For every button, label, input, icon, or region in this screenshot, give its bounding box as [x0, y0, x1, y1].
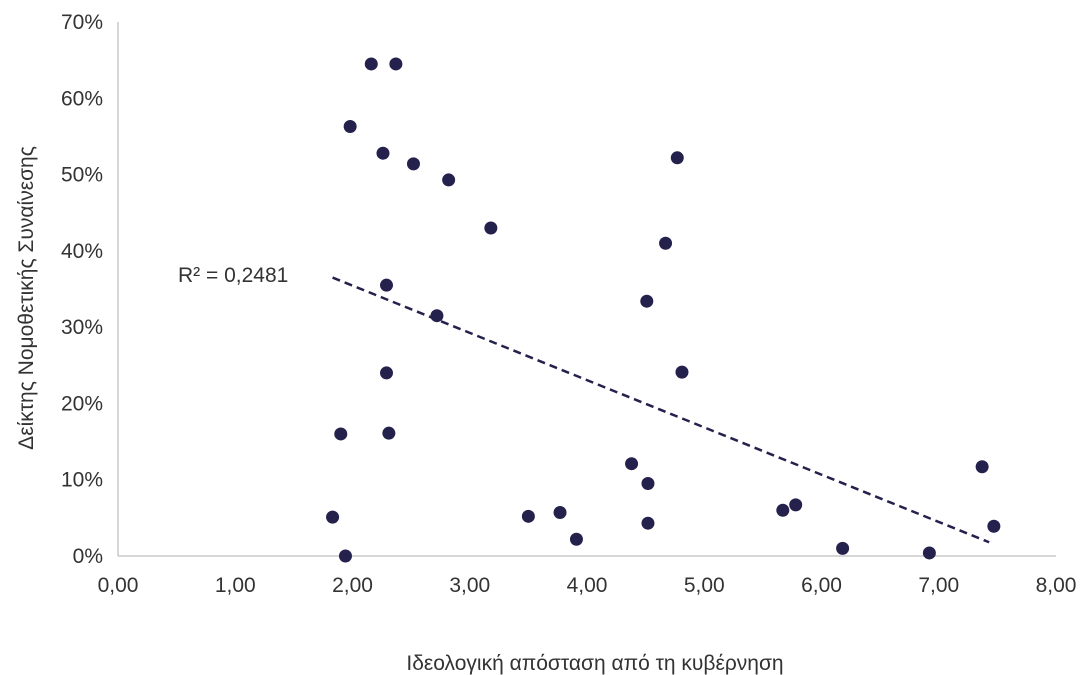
- y-tick-label: 40%: [61, 240, 103, 263]
- data-point: [922, 546, 936, 560]
- data-point: [625, 457, 639, 471]
- data-point: [376, 146, 390, 160]
- data-point: [343, 120, 357, 134]
- x-tick-label: 3,00: [449, 574, 490, 597]
- data-point: [670, 151, 684, 165]
- data-point: [675, 365, 689, 379]
- data-point: [836, 541, 850, 555]
- x-axis-title: Ιδεολογική απόσταση από τη κυβέρνηση: [406, 652, 783, 675]
- y-tick-label: 30%: [61, 316, 103, 339]
- y-tick-label: 70%: [61, 11, 103, 34]
- x-tick-label: 1,00: [215, 574, 256, 597]
- data-point: [484, 221, 498, 235]
- data-point: [789, 498, 803, 512]
- data-points: [326, 57, 1001, 563]
- data-point: [326, 510, 340, 524]
- data-point: [389, 57, 403, 71]
- data-point: [776, 503, 790, 517]
- x-tick-label: 0,00: [98, 574, 139, 597]
- x-tick-label: 5,00: [684, 574, 725, 597]
- x-tick-label: 7,00: [918, 574, 959, 597]
- data-point: [442, 173, 456, 187]
- data-point: [553, 506, 567, 520]
- data-point: [640, 294, 654, 308]
- y-axis-title: Δείκτης Νομοθετικής Συναίνεσης: [15, 146, 38, 450]
- x-axis-ticks: 0,00 1,00 2,00 3,00 4,00 5,00 6,00 7,00 8,00: [98, 574, 1077, 597]
- x-tick-label: 2,00: [332, 574, 373, 597]
- data-point: [364, 57, 378, 71]
- y-tick-label: 20%: [61, 392, 103, 415]
- data-point: [406, 157, 420, 171]
- trendline: [332, 276, 990, 544]
- data-point: [382, 426, 396, 440]
- x-tick-label: 6,00: [801, 574, 842, 597]
- data-point: [430, 309, 444, 323]
- y-tick-label: 0%: [73, 545, 103, 568]
- data-point: [521, 509, 535, 523]
- data-point: [380, 366, 394, 380]
- data-point: [569, 532, 583, 546]
- data-point: [338, 549, 352, 563]
- data-point: [380, 278, 394, 292]
- r-squared-label: R² = 0,2481: [178, 264, 288, 287]
- x-tick-label: 4,00: [567, 574, 608, 597]
- x-tick-label: 8,00: [1036, 574, 1077, 597]
- y-tick-label: 50%: [61, 164, 103, 187]
- y-tick-label: 60%: [61, 87, 103, 110]
- data-point: [987, 519, 1001, 533]
- y-axis-ticks: 0% 10% 20% 30% 40% 50% 60% 70%: [61, 11, 103, 568]
- data-point: [641, 477, 655, 491]
- data-point: [641, 516, 655, 530]
- data-point: [975, 460, 989, 474]
- data-point: [659, 236, 673, 250]
- y-tick-label: 10%: [61, 469, 103, 492]
- data-point: [334, 427, 348, 441]
